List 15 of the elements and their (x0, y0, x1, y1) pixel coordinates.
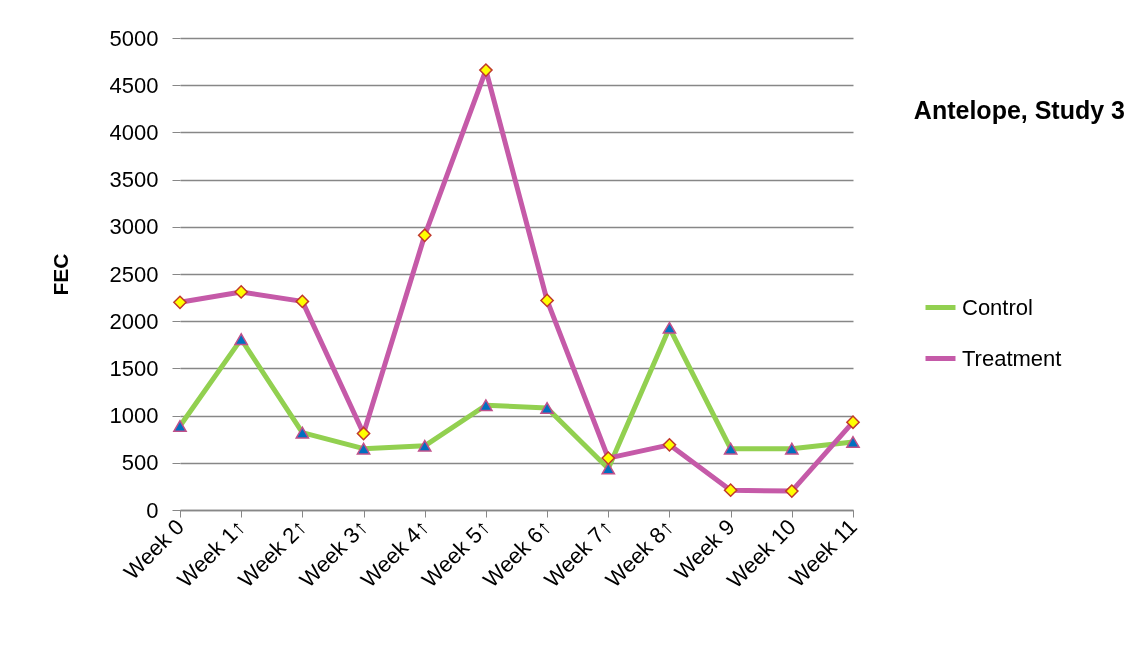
y-tick-label: 2500 (109, 261, 159, 287)
y-axis-title: FEC (48, 253, 72, 296)
y-tick-label: 3000 (109, 214, 159, 240)
legend-label: Control (962, 294, 1033, 320)
y-tick-label: 5000 (109, 25, 159, 51)
y-tick-label: 4000 (109, 119, 159, 145)
y-tick-label: 0 (146, 497, 159, 523)
y-tick-label: 500 (121, 450, 159, 476)
y-tick-label: 1500 (109, 355, 159, 381)
y-tick-label: 2000 (109, 308, 159, 334)
y-tick-label: 1000 (109, 403, 159, 429)
legend-label: Treatment (962, 345, 1062, 371)
y-tick-label: 3500 (109, 167, 159, 193)
y-tick-label: 4500 (109, 72, 159, 98)
text: Antelope, Study 3 (913, 96, 1125, 124)
